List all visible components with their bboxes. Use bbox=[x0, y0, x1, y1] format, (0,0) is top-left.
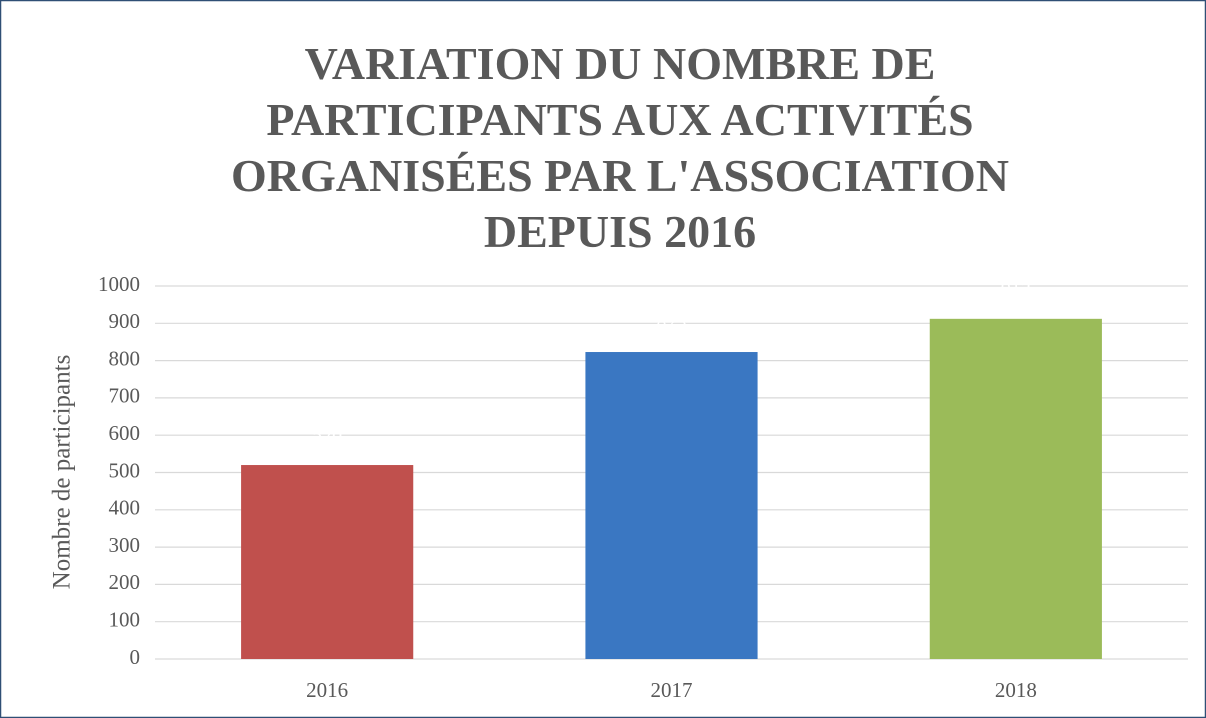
x-tick-label: 2016 bbox=[306, 678, 348, 702]
y-tick-label: 400 bbox=[109, 496, 141, 520]
bar bbox=[585, 352, 758, 659]
y-tick-label: 600 bbox=[109, 421, 141, 445]
y-axis-label: Nombre de participants bbox=[49, 355, 76, 590]
y-tick-label: 0 bbox=[130, 645, 141, 669]
data-label: 823 bbox=[657, 312, 687, 334]
chart-title: VARIATION DU NOMBRE DE PARTICIPANTS AUX A… bbox=[231, 38, 1009, 257]
data-label: 912 bbox=[1001, 278, 1031, 300]
x-tick-label: 2017 bbox=[651, 678, 693, 702]
y-tick-label: 100 bbox=[109, 608, 141, 632]
y-tick-label: 900 bbox=[109, 309, 141, 333]
y-tick-label: 1000 bbox=[98, 272, 140, 296]
y-tick-label: 500 bbox=[109, 458, 141, 482]
y-tick-label: 300 bbox=[109, 533, 141, 557]
y-tick-label: 800 bbox=[109, 346, 141, 370]
x-tick-label: 2018 bbox=[995, 678, 1037, 702]
bar bbox=[241, 465, 414, 659]
y-tick-label: 700 bbox=[109, 384, 141, 408]
bar bbox=[929, 318, 1102, 659]
data-label: 520 bbox=[312, 425, 342, 447]
y-tick-label: 200 bbox=[109, 570, 141, 594]
